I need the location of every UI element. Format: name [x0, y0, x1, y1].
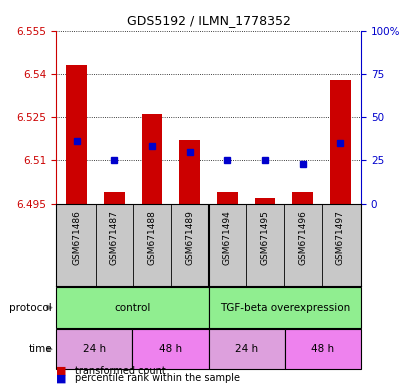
- Bar: [255, 198, 276, 204]
- Bar: [217, 192, 238, 204]
- Text: GSM671494: GSM671494: [223, 210, 232, 265]
- Bar: [179, 140, 200, 204]
- Text: time: time: [28, 344, 52, 354]
- Bar: [66, 65, 87, 204]
- Text: GSM671489: GSM671489: [185, 210, 194, 265]
- Text: GSM671497: GSM671497: [336, 210, 345, 265]
- Bar: [285, 329, 361, 369]
- Text: GSM671486: GSM671486: [72, 210, 81, 265]
- Text: protocol: protocol: [9, 303, 52, 313]
- Bar: [142, 114, 162, 204]
- Text: GSM671495: GSM671495: [261, 210, 269, 265]
- Bar: [56, 287, 209, 328]
- Text: TGF-beta overexpression: TGF-beta overexpression: [220, 303, 350, 313]
- Bar: [132, 329, 209, 369]
- Text: GSM671496: GSM671496: [298, 210, 307, 265]
- Text: GSM671487: GSM671487: [110, 210, 119, 265]
- Text: 24 h: 24 h: [235, 344, 258, 354]
- Text: ■: ■: [56, 366, 66, 376]
- Text: 48 h: 48 h: [311, 344, 334, 354]
- Bar: [292, 192, 313, 204]
- Text: 24 h: 24 h: [83, 344, 106, 354]
- Text: transformed count: transformed count: [75, 366, 166, 376]
- Text: 48 h: 48 h: [159, 344, 182, 354]
- Bar: [209, 287, 361, 328]
- Title: GDS5192 / ILMN_1778352: GDS5192 / ILMN_1778352: [127, 14, 290, 27]
- Text: ■: ■: [56, 373, 66, 383]
- Bar: [330, 79, 351, 204]
- Bar: [104, 192, 125, 204]
- Bar: [209, 329, 285, 369]
- Text: GSM671488: GSM671488: [148, 210, 156, 265]
- Text: percentile rank within the sample: percentile rank within the sample: [75, 373, 240, 383]
- Bar: [56, 329, 132, 369]
- Text: control: control: [114, 303, 151, 313]
